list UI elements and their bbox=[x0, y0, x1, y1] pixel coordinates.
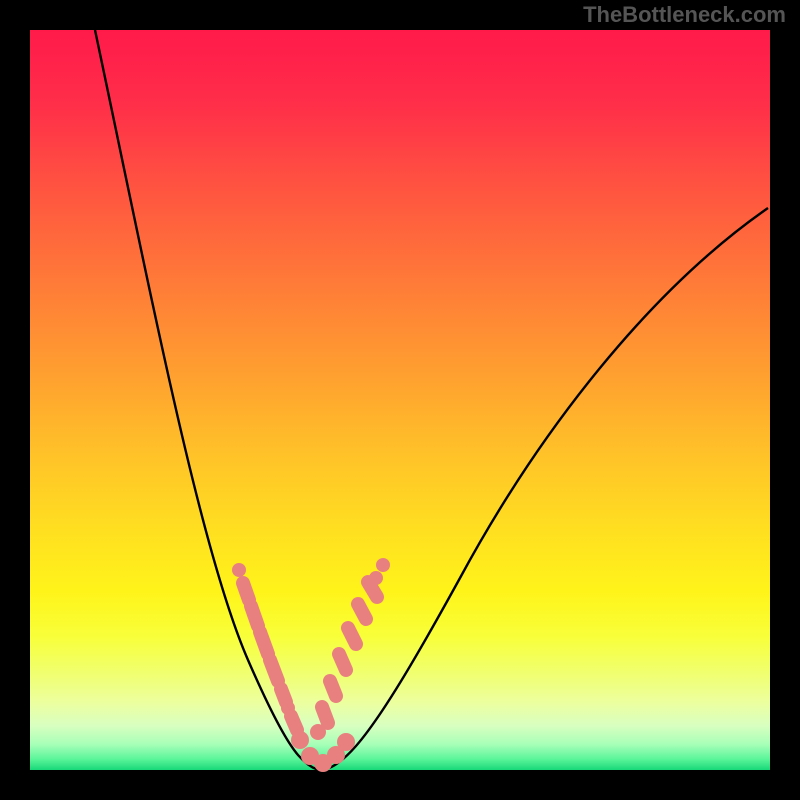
curve-layer bbox=[30, 30, 770, 770]
bottleneck-curve-right bbox=[320, 208, 768, 770]
marker-capsule bbox=[348, 628, 356, 644]
marker-capsule bbox=[260, 632, 268, 654]
plot-area bbox=[30, 30, 770, 770]
marker-dot bbox=[369, 571, 383, 585]
marker-dot bbox=[232, 563, 246, 577]
marker-group bbox=[232, 558, 390, 772]
chart-frame: TheBottleneck.com bbox=[0, 0, 800, 800]
marker-dot bbox=[281, 701, 295, 715]
marker-capsule bbox=[243, 583, 249, 600]
watermark-text: TheBottleneck.com bbox=[583, 2, 786, 28]
marker-capsule bbox=[270, 660, 278, 681]
marker-capsule bbox=[330, 681, 336, 696]
marker-capsule bbox=[291, 716, 297, 730]
marker-capsule bbox=[339, 654, 346, 670]
marker-dot bbox=[291, 731, 309, 749]
marker-dot bbox=[310, 724, 326, 740]
bottleneck-curve-left bbox=[95, 30, 320, 770]
marker-capsule bbox=[358, 604, 366, 619]
marker-capsule bbox=[322, 707, 328, 723]
marker-dot bbox=[376, 558, 390, 572]
marker-dot bbox=[337, 733, 355, 751]
marker-capsule bbox=[251, 606, 258, 626]
marker-capsule bbox=[281, 689, 286, 702]
